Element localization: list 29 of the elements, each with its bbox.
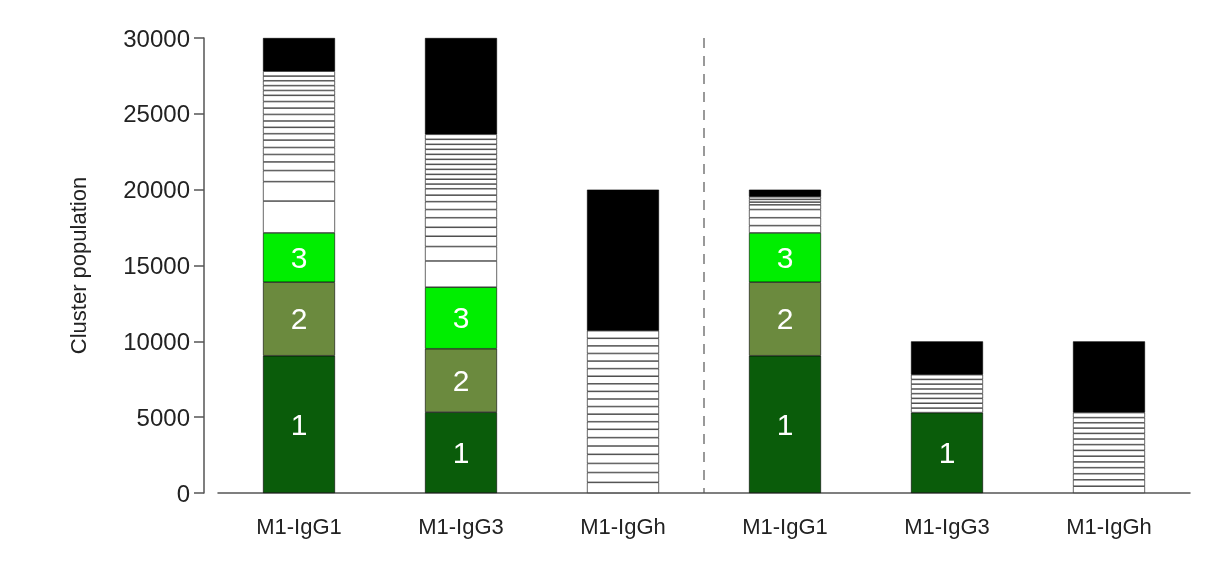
y-tick-label: 0 [176,479,190,507]
bar [911,412,983,493]
x-tick-label: M1-IgG3 [418,513,504,539]
y-tick-label: 10000 [123,327,190,355]
text: 1 [452,436,470,470]
text: 1 [776,407,794,441]
y-tick-label: 5000 [136,403,190,431]
text: 1 [290,407,308,441]
text: 3 [776,241,794,275]
x-tick-label: M1-IgG1 [742,513,828,539]
text: 2 [290,302,308,336]
text: 2 [776,302,794,336]
bar [911,398,983,404]
bar [425,174,497,180]
y-tick-label: 15000 [123,252,190,279]
series-label: 1 [938,436,956,470]
y-axis-title: Cluster population [65,176,91,355]
x-tick-label: M1-IgGh [1066,513,1152,539]
bar [749,189,821,197]
y-tick-label: 20000 [123,176,190,204]
series-label: 3 [290,241,308,275]
text: 3 [452,301,470,335]
y-tick-label: 25000 [123,100,190,128]
x-tick-label: M1-IgGh [580,513,666,539]
x-tick-label: M1-IgG1 [256,513,342,539]
series-label: 2 [452,363,470,397]
y-tick-label: 30000 [123,24,190,52]
x-tick-label: M1-IgG3 [904,513,990,539]
bar [263,38,335,72]
